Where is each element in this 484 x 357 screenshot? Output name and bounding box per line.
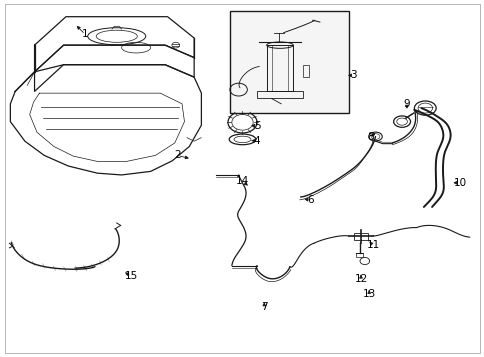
Bar bbox=[266, 45, 293, 91]
Bar bbox=[353, 232, 367, 240]
Text: 14: 14 bbox=[235, 176, 249, 186]
Text: 11: 11 bbox=[366, 240, 379, 250]
Text: 7: 7 bbox=[260, 302, 267, 312]
Text: 3: 3 bbox=[350, 70, 356, 80]
Text: 15: 15 bbox=[124, 271, 137, 281]
Text: 13: 13 bbox=[362, 289, 375, 299]
Bar bbox=[230, 11, 348, 113]
Text: 12: 12 bbox=[354, 274, 367, 284]
Bar bbox=[302, 65, 308, 77]
Text: 4: 4 bbox=[253, 136, 260, 146]
Bar bbox=[355, 253, 362, 257]
Text: 1: 1 bbox=[82, 30, 89, 40]
Text: 2: 2 bbox=[174, 150, 180, 160]
Text: 5: 5 bbox=[253, 121, 260, 131]
Text: 8: 8 bbox=[366, 131, 373, 141]
Bar bbox=[257, 91, 302, 99]
Text: 10: 10 bbox=[453, 178, 466, 188]
Text: 9: 9 bbox=[403, 99, 409, 109]
Text: 6: 6 bbox=[306, 195, 313, 205]
